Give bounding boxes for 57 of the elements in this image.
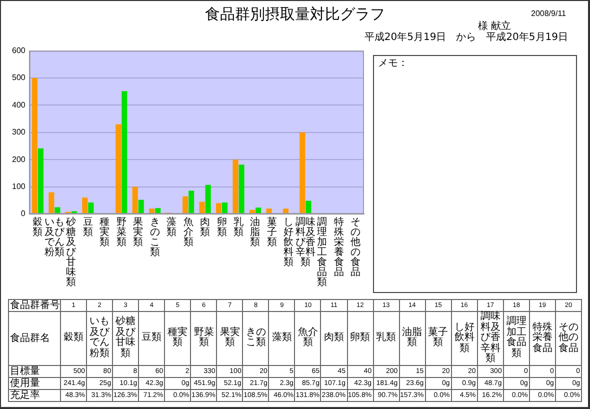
text: 乳類 (374, 312, 400, 366)
text: 果実類 (217, 312, 244, 366)
y-tick-label: 200 (12, 154, 26, 164)
y-tick-label: 400 (12, 100, 26, 110)
text: 食品群番号 (9, 300, 61, 312)
x-tick-label: 砂糖及び甘味類 (66, 217, 77, 288)
text: 食品群名 (9, 312, 61, 366)
x-tick-label: 果実類 (132, 217, 144, 248)
text: 特殊栄養食品 (530, 312, 556, 366)
text: 調理加工食品類 (504, 312, 530, 366)
y-tick-label: 600 (12, 46, 26, 56)
y-tick-label: 300 (12, 128, 26, 137)
text: 充足率 (9, 390, 61, 402)
text: 豆類 (139, 312, 166, 366)
text: 穀類 (61, 312, 88, 366)
x-tick-label: し好飲料類 (283, 217, 294, 268)
x-tick-label: 豆類 (82, 217, 94, 238)
text: 調味料及び香辛料類 (478, 311, 504, 366)
text: 藻類 (269, 312, 296, 366)
text: 種実類 (165, 312, 192, 366)
text: 野菜類 (191, 312, 218, 366)
x-tick-label: その他の食品 (350, 217, 362, 278)
x-tick-label: 魚介類 (182, 217, 194, 248)
memo-field: メモ： (373, 55, 577, 293)
text: 2008/9/11 (531, 9, 566, 19)
text: 目標量 (9, 366, 61, 378)
x-tick-label: 穀類 (32, 217, 44, 238)
text: いも及びでん粉類 (87, 312, 114, 366)
y-tick-label: 0 (20, 209, 26, 218)
text: 菓子類 (426, 312, 452, 366)
x-tick-label: 菓子類 (266, 217, 278, 248)
text: その他の食品 (556, 312, 582, 366)
text: 肉類 (321, 312, 348, 366)
chart-title: 食品群別摂取量対比グラフ (205, 5, 385, 23)
x-tick-label: 調味料及び香辛料類 (294, 217, 316, 268)
text: 油脂類 (400, 312, 426, 366)
text: 卵類 (348, 312, 374, 366)
x-tick-label: 油脂類 (250, 217, 261, 248)
x-tick-label: 藻類 (166, 217, 178, 238)
y-tick-label: 500 (12, 73, 26, 82)
text: 平成20年5月19日 から 平成20年5月19日 (364, 32, 568, 44)
x-tick-label: 調理加工食品類 (316, 217, 328, 288)
y-tick-label: 100 (12, 182, 26, 192)
x-tick-label: いも及びでん粉類 (44, 217, 65, 258)
x-tick-label: 乳類 (233, 217, 244, 238)
x-tick-label: 種実類 (99, 217, 110, 248)
x-tick-label: 卵類 (216, 217, 228, 238)
x-tick-label: きのこ類 (149, 217, 160, 258)
x-tick-label: 肉類 (200, 217, 211, 238)
text: 魚介類 (295, 312, 322, 366)
text: 様 献立 (478, 21, 512, 32)
text: 砂糖及び甘味類 (113, 312, 140, 366)
text: きのこ類 (243, 312, 270, 366)
text: し好飲料類 (452, 312, 478, 366)
x-tick-label: 野菜類 (116, 217, 127, 248)
x-tick-label: 特殊栄養食品 (333, 217, 344, 278)
text: 使用量 (9, 378, 61, 390)
